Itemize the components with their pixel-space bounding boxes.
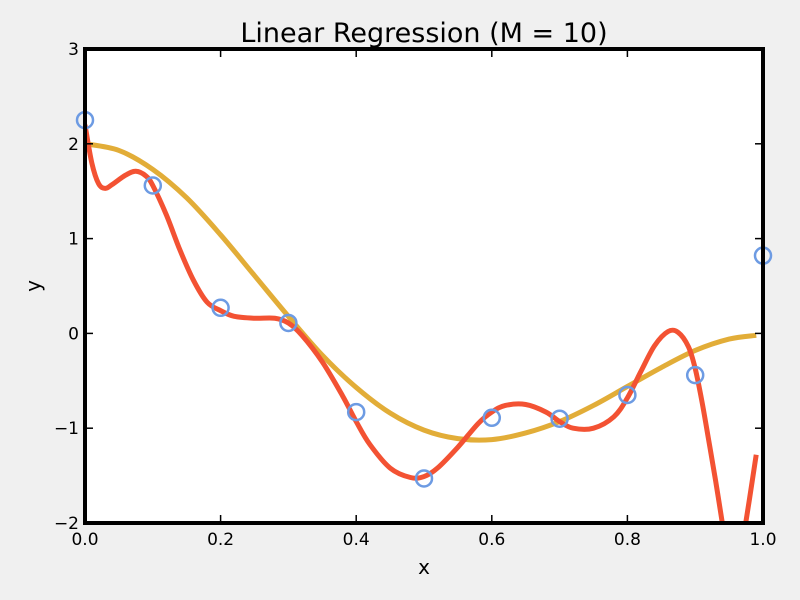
x-axis-ticks: 0.0 0.2 0.4 0.6 0.8 1.0 (71, 49, 777, 550)
y-tick-label: 2 (68, 135, 79, 155)
fitted-curve-line (743, 454, 759, 523)
x-tick-label: 0.2 (207, 530, 234, 550)
y-tick-label: 1 (68, 230, 79, 250)
data-point (685, 365, 705, 385)
data-point (143, 176, 163, 195)
x-tick-label: 1.0 (749, 530, 776, 550)
data-point (414, 469, 434, 488)
plot-frame (83, 47, 765, 525)
data-point (618, 385, 637, 405)
data-point (482, 408, 502, 428)
x-tick-label: 0.4 (343, 530, 370, 550)
y-tick-label: −2 (54, 514, 79, 534)
y-tick-label: 0 (68, 324, 79, 344)
x-tick-label: 0.6 (478, 530, 505, 550)
plot-area (85, 49, 763, 523)
y-tick-label: 3 (68, 40, 79, 60)
data-point (346, 402, 366, 422)
x-tick-label: 0.8 (614, 530, 641, 550)
data-point (550, 409, 569, 428)
series-layer (85, 124, 759, 523)
true-curve-line (85, 141, 757, 443)
y-axis-ticks: −2 −1 0 1 2 3 (54, 40, 763, 534)
x-axis-label: x (418, 555, 430, 579)
data-point (211, 298, 230, 318)
x-tick-label: 0.0 (71, 530, 98, 550)
chart-title: Linear Regression (M = 10) (240, 18, 607, 49)
fitted-curve-line (85, 124, 725, 523)
data-point (279, 313, 298, 333)
y-axis-label: y (21, 280, 45, 292)
y-tick-label: −1 (54, 419, 79, 439)
